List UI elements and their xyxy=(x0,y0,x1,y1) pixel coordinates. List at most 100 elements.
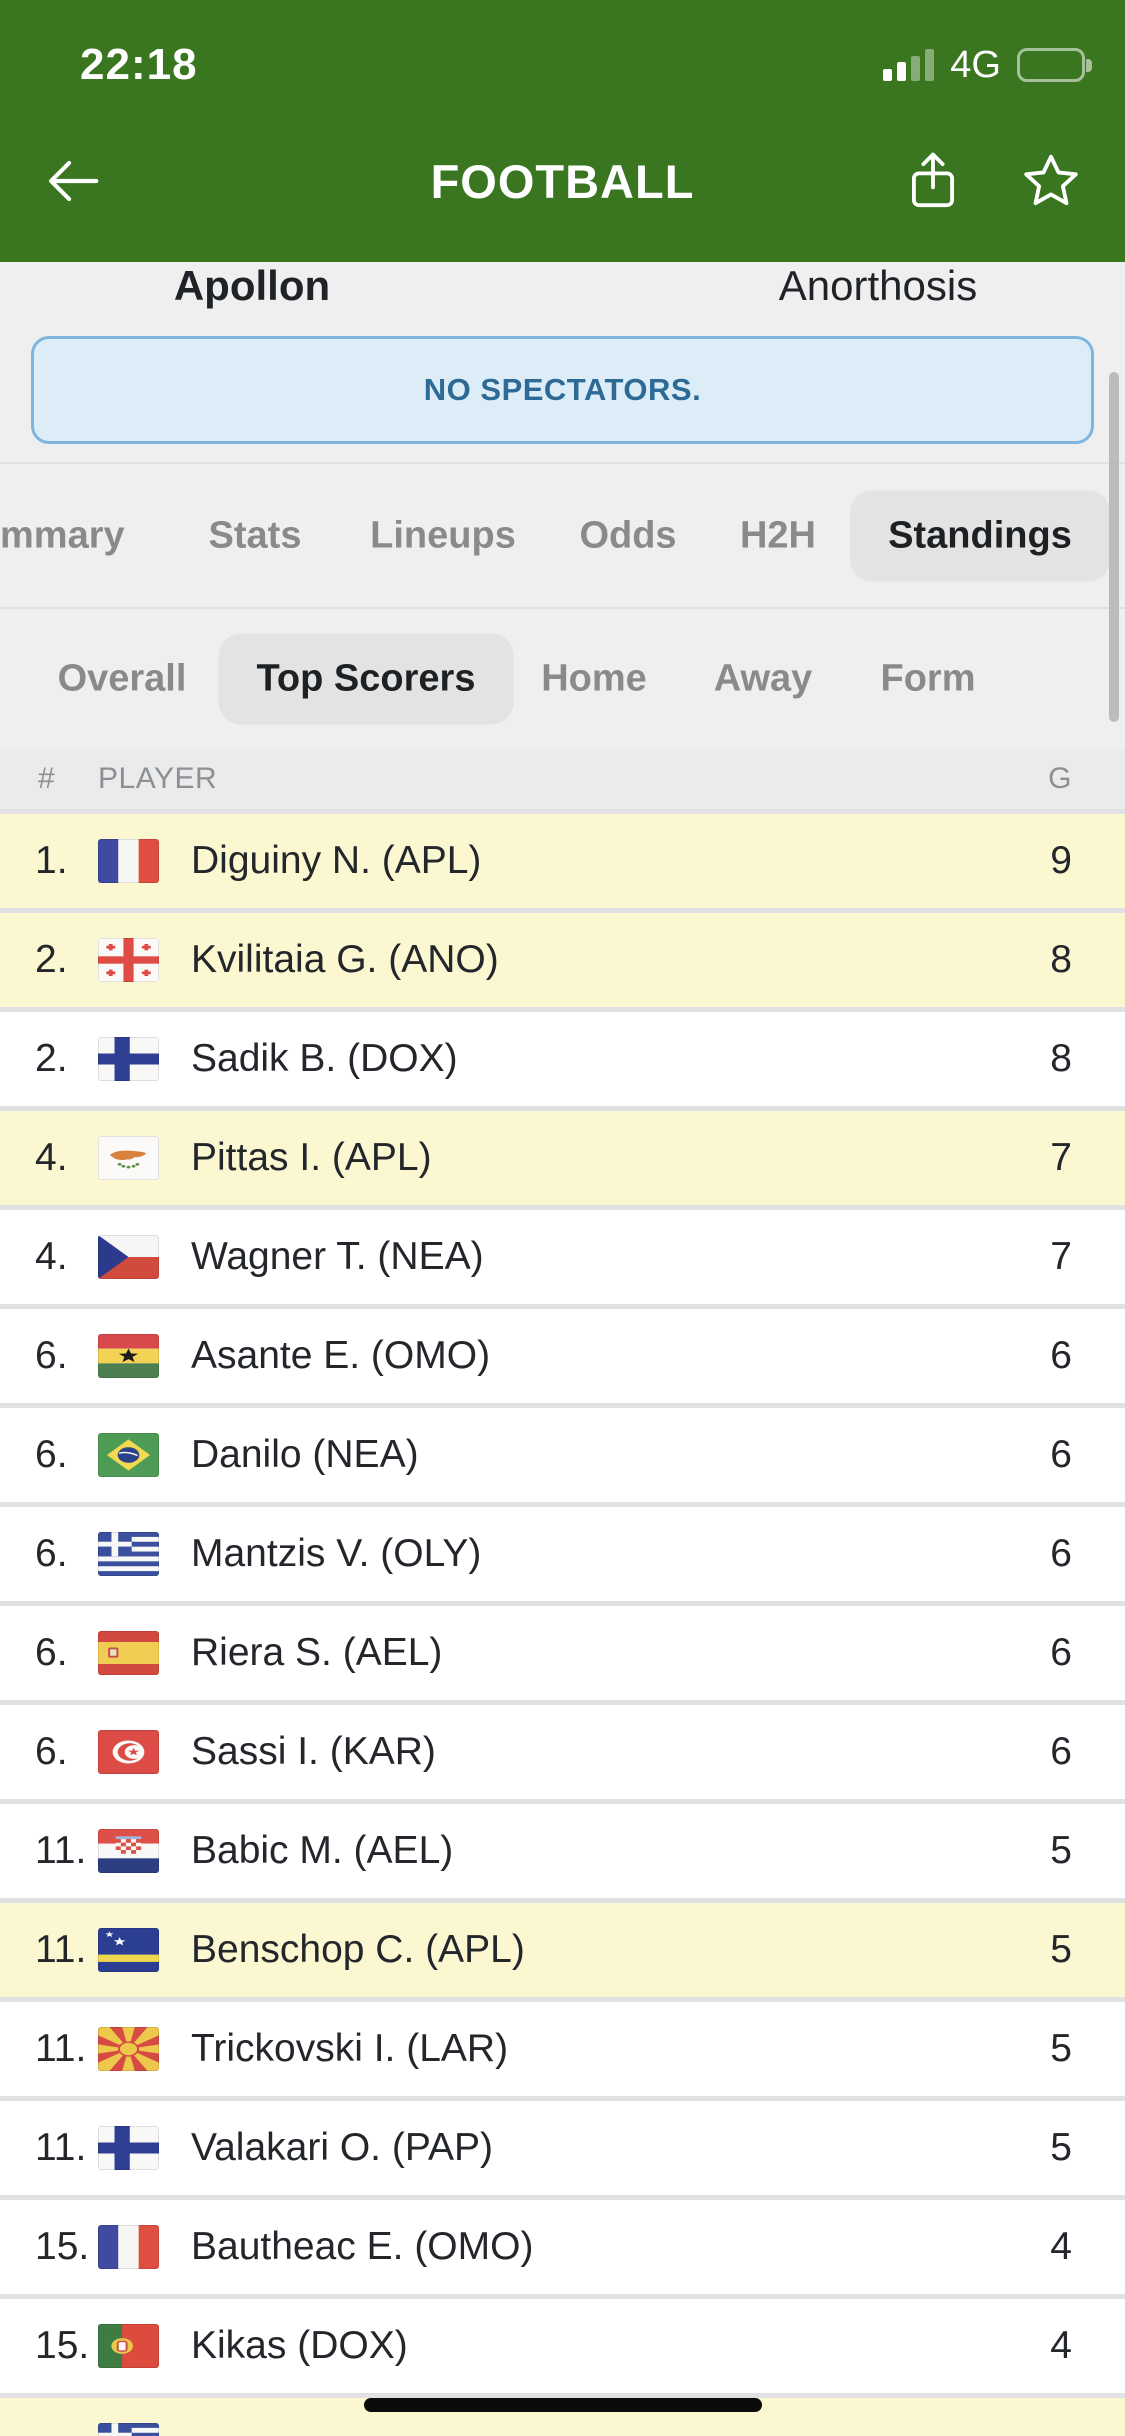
spain-flag-icon xyxy=(98,1631,159,1675)
rank-cell: 11. xyxy=(35,2126,87,2169)
player-name: Kikas (DOX) xyxy=(191,2324,408,2367)
tab-standings[interactable]: Standings xyxy=(850,490,1110,581)
subtab-top-scorers[interactable]: Top Scorers xyxy=(218,633,514,725)
table-row[interactable]: 11. Benschop C. (APL) 5 xyxy=(0,1903,1125,2002)
notice-banner: NO SPECTATORS. xyxy=(31,336,1094,444)
rank-cell: 6. xyxy=(35,1334,68,1377)
subtab-form[interactable]: Form xyxy=(880,657,976,700)
tab-summary[interactable]: mmary xyxy=(0,514,125,556)
tabs-bar: mmary Stats Lineups Odds H2H Standings xyxy=(0,464,1125,607)
goals-cell: 5 xyxy=(1050,1928,1072,1971)
table-row[interactable]: 4. Pittas I. (APL) 7 xyxy=(0,1111,1125,1210)
match-teams-row: Apollon Anorthosis xyxy=(0,262,1125,332)
curacao-flag-icon xyxy=(98,1928,159,1972)
tab-stats[interactable]: Stats xyxy=(208,514,302,556)
rank-cell: 6. xyxy=(35,1433,68,1476)
goals-cell: 7 xyxy=(1050,1136,1072,1179)
battery-icon xyxy=(1017,48,1092,82)
col-goals-header: G xyxy=(1048,762,1072,795)
cyprus-flag-icon xyxy=(98,1136,159,1180)
finland-flag-icon xyxy=(98,1037,159,1081)
table-row[interactable]: 6. Riera S. (AEL) 6 xyxy=(0,1606,1125,1705)
goals-cell: 5 xyxy=(1050,1829,1072,1872)
player-name: Asante E. (OMO) xyxy=(191,1334,491,1377)
rank-cell: 11. xyxy=(35,2027,87,2070)
table-row[interactable]: 6. Mantzis V. (OLY) 6 xyxy=(0,1507,1125,1606)
share-icon xyxy=(905,150,961,212)
rank-cell: 6. xyxy=(35,1631,68,1674)
rank-cell: 6. xyxy=(35,1730,68,1773)
goals-cell: 6 xyxy=(1050,1433,1072,1476)
player-name: Valakari O. (PAP) xyxy=(191,2126,493,2169)
player-name: Kvilitaia G. (ANO) xyxy=(191,938,499,981)
favorite-button[interactable] xyxy=(1019,150,1083,212)
player-name: Wagner T. (NEA) xyxy=(191,1235,484,1278)
notice-text: NO SPECTATORS. xyxy=(423,372,702,407)
table-row[interactable]: 11. Babic M. (AEL) 5 xyxy=(0,1804,1125,1903)
goals-cell: 9 xyxy=(1050,839,1072,882)
goals-cell: 8 xyxy=(1050,938,1072,981)
notice-zone: NO SPECTATORS. xyxy=(0,332,1125,462)
rank-cell: 11. xyxy=(35,1928,87,1971)
scrollbar-thumb[interactable] xyxy=(1109,372,1119,722)
goals-cell: 4 xyxy=(1050,2324,1072,2367)
player-name: Riera S. (AEL) xyxy=(191,1631,443,1674)
goals-cell: 4 xyxy=(1050,2225,1072,2268)
tab-odds[interactable]: Odds xyxy=(579,514,677,556)
status-bar: 22:18 4G xyxy=(0,0,1125,100)
home-team-name[interactable]: Apollon xyxy=(173,262,331,309)
share-button[interactable] xyxy=(905,150,961,212)
subtabs-bar: Overall Top Scorers Home Away Form xyxy=(0,609,1125,749)
goals-cell: 5 xyxy=(1050,2027,1072,2070)
subtab-home[interactable]: Home xyxy=(541,657,647,700)
czech-republic-flag-icon xyxy=(98,1235,159,1279)
table-row[interactable]: 11. Trickovski I. (LAR) 5 xyxy=(0,2002,1125,2101)
home-indicator-bar[interactable] xyxy=(363,2398,762,2412)
georgia-flag-icon xyxy=(98,938,159,982)
goals-cell: 6 xyxy=(1050,1730,1072,1773)
goals-cell: 6 xyxy=(1050,1631,1072,1674)
away-team-name[interactable]: Anorthosis xyxy=(778,262,978,309)
back-button[interactable] xyxy=(42,150,104,212)
player-name: Mantzis V. (OLY) xyxy=(191,1532,482,1575)
player-name: Danilo (NEA) xyxy=(191,1433,419,1476)
table-row[interactable]: 15. Kikas (DOX) 4 xyxy=(0,2299,1125,2398)
player-name: Sadik B. (DOX) xyxy=(191,1037,458,1080)
player-name: Babic M. (AEL) xyxy=(191,1829,454,1872)
goals-cell: 6 xyxy=(1050,1532,1072,1575)
scorers-table-body: 1. Diguiny N. (APL) 9 2. Kvilitaia G. (ANO) 8… xyxy=(0,814,1125,2436)
table-row[interactable]: 11. Valakari O. (PAP) 5 xyxy=(0,2101,1125,2200)
rank-cell: 2. xyxy=(35,1037,68,1080)
player-name: Bautheac E. (OMO) xyxy=(191,2225,534,2268)
star-icon xyxy=(1019,150,1083,212)
divider xyxy=(0,607,1125,609)
goals-cell: 5 xyxy=(1050,2126,1072,2169)
table-row[interactable]: 2. Kvilitaia G. (ANO) 8 xyxy=(0,913,1125,1012)
cellular-signal-icon xyxy=(883,49,935,81)
tab-lineups[interactable]: Lineups xyxy=(370,514,516,556)
table-row[interactable]: 6. Asante E. (OMO) 6 xyxy=(0,1309,1125,1408)
brazil-flag-icon xyxy=(98,1433,159,1477)
subtab-away[interactable]: Away xyxy=(713,657,813,700)
table-row[interactable]: 4. Wagner T. (NEA) 7 xyxy=(0,1210,1125,1309)
subtab-overall[interactable]: Overall xyxy=(57,657,187,700)
france-flag-icon xyxy=(98,2225,159,2269)
croatia-flag-icon xyxy=(98,1829,159,1873)
table-row[interactable]: 6. Sassi I. (KAR) 6 xyxy=(0,1705,1125,1804)
table-header: # PLAYER G xyxy=(0,749,1125,814)
col-player-header: PLAYER xyxy=(98,762,218,795)
table-row[interactable]: 2. Sadik B. (DOX) 8 xyxy=(0,1012,1125,1111)
player-name: Trickovski I. (LAR) xyxy=(191,2027,509,2070)
greece-flag-icon xyxy=(98,2423,159,2436)
rank-cell: 4. xyxy=(35,1136,68,1179)
goals-cell: 7 xyxy=(1050,1235,1072,1278)
divider xyxy=(0,462,1125,464)
portugal-flag-icon xyxy=(98,2324,159,2368)
table-row[interactable]: 1. Diguiny N. (APL) 9 xyxy=(0,814,1125,913)
tab-h2h[interactable]: H2H xyxy=(739,514,817,556)
table-row[interactable]: 15. Bautheac E. (OMO) 4 xyxy=(0,2200,1125,2299)
table-row[interactable]: 6. Danilo (NEA) 6 xyxy=(0,1408,1125,1507)
player-name: Benschop C. (APL) xyxy=(191,1928,525,1971)
clock-text: 22:18 xyxy=(80,40,198,89)
